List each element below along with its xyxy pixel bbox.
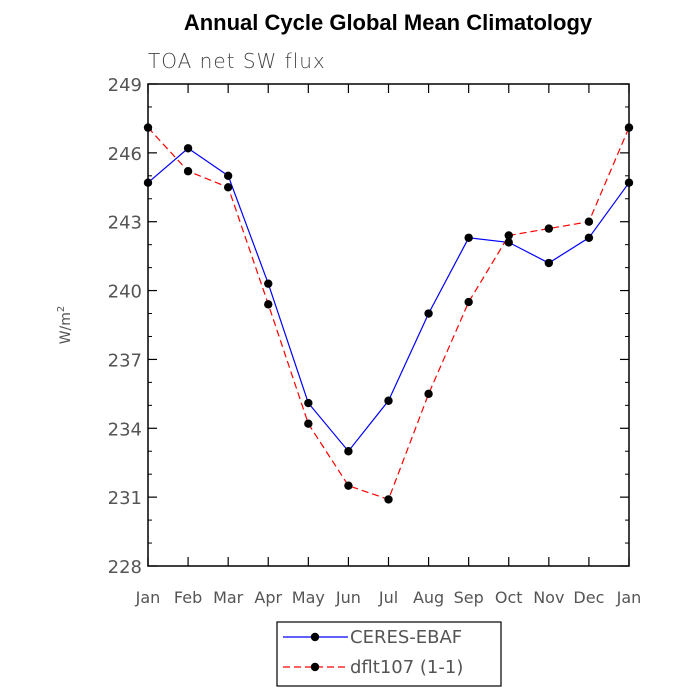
y-tick-label: 237 [108, 350, 142, 371]
legend-label-1: CERES-EBAF [350, 627, 462, 648]
data-point-series-1 [223, 171, 233, 181]
y-tick-label: 234 [108, 419, 142, 440]
x-tick-label: Nov [533, 588, 564, 607]
x-tick-label: Dec [573, 588, 604, 607]
data-point-series-1 [544, 258, 554, 268]
x-tick-label: Jan [135, 588, 161, 607]
data-point-series-2 [304, 419, 313, 428]
x-tick-label: Jun [335, 588, 361, 607]
x-tick-label: Aug [413, 588, 444, 607]
x-tick-label: Jan [616, 588, 642, 607]
chart-subtitle: TOA net SW flux [148, 49, 326, 73]
y-tick-label: 249 [108, 75, 142, 96]
data-point-series-2 [223, 183, 233, 192]
x-axis-ticks: Jan Feb Mar Apr May Jun Jul Aug Sep Oct Nov Dec Jan [135, 84, 642, 607]
data-point-series-1 [504, 238, 513, 247]
y-axis-ticks: 228 231 234 237 240 243 246 249 [108, 75, 629, 578]
data-point-series-1 [304, 398, 313, 408]
y-tick-label: 243 [108, 213, 142, 234]
series-lines [147, 127, 630, 501]
x-tick-label: Jul [378, 588, 398, 607]
data-point-series-1 [344, 447, 353, 456]
y-axis-label-text: W/m [58, 312, 74, 344]
data-point-series-2 [264, 300, 273, 309]
x-tick-label: Feb [174, 588, 202, 607]
y-tick-label: 240 [108, 282, 142, 303]
y-axis-label: W/m2 [56, 306, 74, 345]
series-line-1 [147, 147, 630, 453]
data-point-series-2 [344, 481, 353, 490]
data-point-series-1 [584, 233, 594, 242]
series-points [143, 123, 634, 504]
data-point-series-2 [464, 297, 473, 307]
x-tick-label: Mar [213, 588, 244, 607]
data-point-series-2 [424, 389, 433, 399]
data-point-series-1 [264, 279, 273, 288]
data-point-series-2 [384, 495, 393, 504]
y-tick-label: 246 [108, 144, 142, 165]
x-tick-label: Apr [254, 588, 282, 607]
legend-label-2: dflt107 (1-1) [350, 657, 463, 678]
legend-marker-2 [310, 662, 320, 672]
legend-box [276, 621, 502, 687]
data-point-series-2 [504, 231, 513, 240]
y-axis-label-superscript: 2 [56, 306, 67, 312]
data-point-series-2 [584, 217, 594, 226]
data-point-series-1 [424, 309, 433, 318]
x-tick-label: May [292, 588, 325, 607]
data-point-series-1 [464, 233, 473, 242]
series-line-2 [147, 127, 630, 501]
legend: CERES-EBAF dflt107 (1-1) [276, 621, 502, 687]
plot-frame [147, 83, 630, 567]
data-point-series-1 [384, 396, 393, 405]
legend-marker-1 [310, 632, 320, 642]
x-tick-label: Sep [454, 588, 484, 607]
y-tick-label: 228 [108, 557, 142, 578]
y-tick-label: 231 [108, 488, 142, 509]
chart-title: Annual Cycle Global Mean Climatology [184, 10, 593, 35]
data-point-series-2 [544, 224, 554, 233]
data-point-series-1 [183, 144, 193, 153]
data-point-series-2 [183, 167, 193, 176]
x-tick-label: Oct [495, 588, 523, 607]
y-minor-ticks [148, 106, 629, 544]
